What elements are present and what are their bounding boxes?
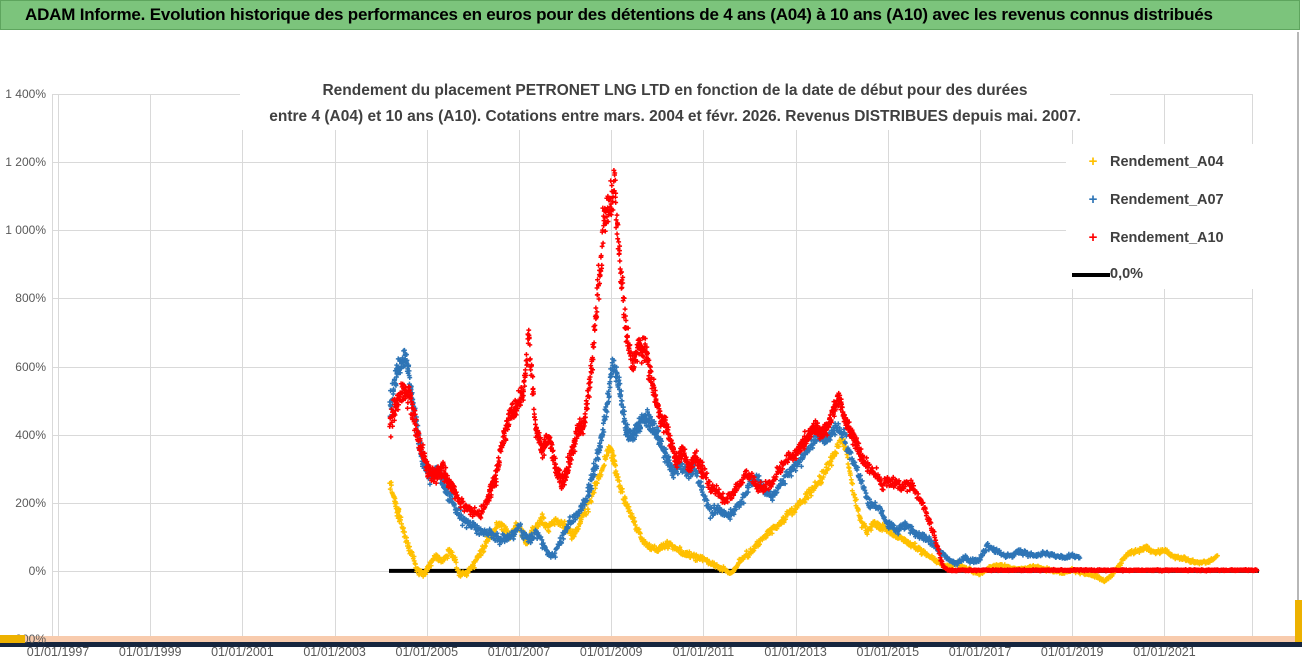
x-axis-tick-label: 01/01/2021	[1133, 645, 1196, 659]
x-axis-tick-label: 01/01/2013	[764, 645, 827, 659]
chart-legend: + Rendement_A04 + Rendement_A07 + Rendem…	[1066, 144, 1256, 289]
y-axis-tick-label: 600%	[15, 359, 46, 374]
gold-accent-bottom-right	[1295, 600, 1302, 642]
window-right-border	[1297, 32, 1299, 604]
footer-strip-tan	[0, 636, 1302, 642]
plus-marker-icon: +	[1088, 191, 1098, 208]
y-axis-tick-label: 1 200%	[5, 155, 46, 170]
x-axis-tick-label: 01/01/2011	[672, 645, 735, 659]
x-axis-tick-label: 01/01/2005	[395, 645, 459, 659]
y-axis-tick-label: 200%	[15, 495, 46, 510]
x-axis-tick-label: 01/01/2017	[948, 645, 1012, 659]
x-axis-tick-label: 01/01/2019	[1040, 645, 1104, 659]
y-axis-tick-label: 1 400%	[5, 87, 46, 101]
x-axis-tick-label: 01/01/2009	[579, 645, 643, 659]
plus-marker-icon: +	[1088, 153, 1098, 170]
legend-label: Rendement_A04	[1110, 154, 1224, 170]
legend-item-zero-line[interactable]: 0,0%	[1066, 264, 1256, 286]
x-axis-tick-label: 01/01/2003	[303, 645, 366, 659]
chart-title-line-1: Rendement du placement PETRONET LNG LTD …	[322, 82, 1028, 99]
plus-marker-icon: +	[1088, 229, 1098, 246]
chart-title: Rendement du placement PETRONET LNG LTD …	[240, 78, 1110, 130]
legend-item-rendement-a07[interactable]: + Rendement_A07	[1066, 190, 1256, 212]
legend-label: 0,0%	[1110, 266, 1144, 282]
y-axis-tick-label: 1 000%	[5, 223, 46, 238]
legend-label: Rendement_A10	[1110, 230, 1224, 246]
zero-line-swatch-icon	[1072, 273, 1110, 277]
chart-object: Rendement du placement PETRONET LNG LTD …	[0, 32, 1302, 659]
x-axis-tick-label: 01/01/2001	[211, 645, 274, 659]
chart-title-line-2: entre 4 (A04) et 10 ans (A10). Cotations…	[269, 108, 1081, 125]
x-axis-tick-label: 01/01/1999	[118, 645, 182, 659]
legend-item-rendement-a10[interactable]: + Rendement_A10	[1066, 228, 1256, 250]
y-axis-tick-label: 0%	[28, 563, 46, 578]
legend-item-rendement-a04[interactable]: + Rendement_A04	[1066, 152, 1256, 174]
footer-strip-navy	[0, 642, 1302, 647]
x-axis-tick-label: 01/01/1997	[26, 645, 90, 659]
gold-accent-bottom-left	[0, 635, 25, 643]
y-axis-tick-label: 400%	[15, 427, 46, 442]
y-axis-tick-label: 800%	[15, 291, 46, 306]
plot-area[interactable]	[52, 94, 1262, 646]
x-axis-tick-label: 01/01/2007	[487, 645, 551, 659]
x-axis-tick-label: 01/01/2015	[856, 645, 920, 659]
header-title: ADAM Informe. Evolution historique des p…	[25, 5, 1213, 24]
legend-label: Rendement_A07	[1110, 192, 1224, 208]
header-bar: ADAM Informe. Evolution historique des p…	[0, 0, 1300, 30]
